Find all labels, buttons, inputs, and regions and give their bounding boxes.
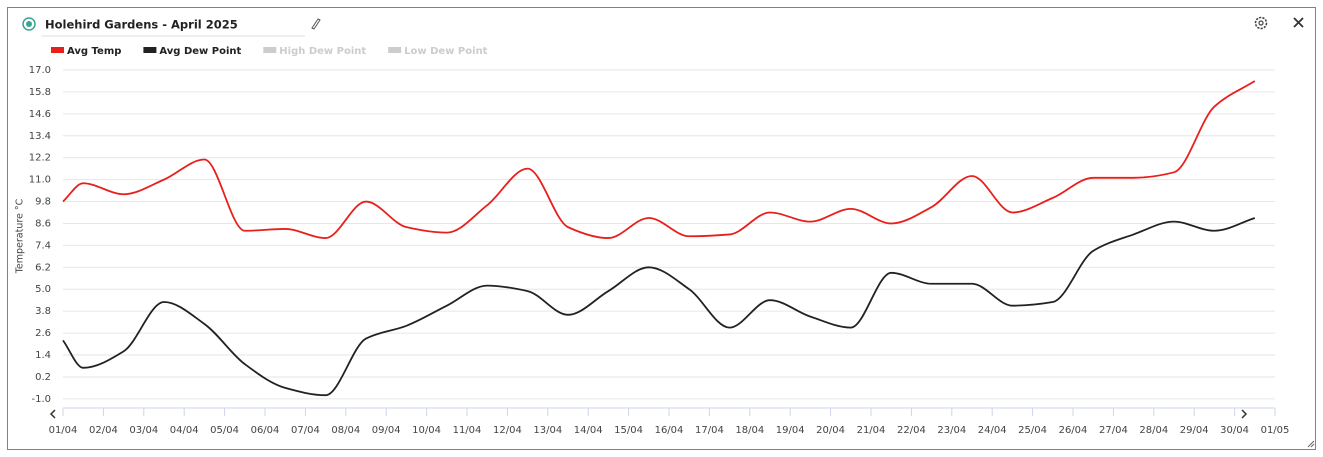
x-tick-label: 29/04 — [1180, 425, 1209, 436]
x-tick-label: 01/05 — [1261, 425, 1290, 436]
x-tick-label: 26/04 — [1059, 425, 1088, 436]
series-line — [62, 217, 1256, 397]
y-tick-label: 0.2 — [35, 372, 51, 383]
settings-icon[interactable] — [1254, 16, 1268, 30]
x-tick-label: 25/04 — [1018, 425, 1047, 436]
x-tick-label: 28/04 — [1139, 425, 1168, 436]
x-tick-label: 13/04 — [533, 425, 562, 436]
y-tick-label: 12.2 — [29, 153, 51, 164]
x-tick-label: 16/04 — [655, 425, 684, 436]
x-tick-label: 15/04 — [614, 425, 643, 436]
legend-label[interactable]: Avg Temp — [67, 46, 121, 57]
x-tick-label: 27/04 — [1099, 425, 1128, 436]
close-icon[interactable] — [1293, 17, 1304, 28]
edit-icon[interactable] — [311, 18, 321, 30]
chart-title[interactable]: Holehird Gardens - April 2025 — [45, 18, 238, 32]
legend-swatch[interactable] — [143, 47, 157, 53]
y-tick-label: 6.2 — [35, 262, 51, 273]
x-tick-label: 08/04 — [331, 425, 360, 436]
y-tick-label: 3.8 — [35, 306, 51, 317]
legend-swatch[interactable] — [388, 47, 402, 53]
x-tick-label: 20/04 — [816, 425, 845, 436]
y-tick-label: 1.4 — [35, 350, 51, 361]
y-axis-label: Temperature °C — [15, 198, 26, 274]
x-tick-label: 22/04 — [897, 425, 926, 436]
x-tick-label: 01/04 — [49, 425, 78, 436]
x-tick-label: 12/04 — [493, 425, 522, 436]
panel-border — [7, 7, 1316, 450]
x-tick-label: 11/04 — [453, 425, 482, 436]
status-icon — [22, 17, 36, 31]
x-tick-label: 03/04 — [129, 425, 158, 436]
y-tick-label: 7.4 — [35, 240, 51, 251]
legend-label[interactable]: High Dew Point — [279, 46, 366, 57]
legend-label[interactable]: Low Dew Point — [404, 46, 488, 57]
scroll-right[interactable] — [1241, 409, 1248, 419]
x-tick-label: 05/04 — [210, 425, 239, 436]
scroll-left[interactable] — [49, 409, 56, 419]
x-tick-label: 07/04 — [291, 425, 320, 436]
legend-swatch[interactable] — [51, 47, 64, 53]
y-tick-label: 8.6 — [35, 218, 51, 229]
y-tick-label: 13.4 — [29, 131, 51, 142]
y-tick-label: -1.0 — [31, 394, 51, 405]
x-tick-label: 18/04 — [735, 425, 764, 436]
x-tick-label: 24/04 — [978, 425, 1007, 436]
resize-handle — [1307, 440, 1315, 448]
x-tick-label: 19/04 — [776, 425, 805, 436]
series-line — [62, 80, 1256, 239]
x-tick-label: 21/04 — [857, 425, 886, 436]
legend-swatch[interactable] — [263, 47, 277, 53]
x-tick-label: 10/04 — [412, 425, 441, 436]
y-tick-label: 11.0 — [29, 175, 51, 186]
y-tick-label: 14.6 — [29, 109, 51, 120]
y-tick-label: 9.8 — [35, 197, 51, 208]
x-tick-label: 09/04 — [372, 425, 401, 436]
y-tick-label: 5.0 — [35, 284, 51, 295]
x-tick-label: 30/04 — [1220, 425, 1249, 436]
x-tick-label: 14/04 — [574, 425, 603, 436]
y-tick-label: 17.0 — [29, 65, 51, 76]
x-tick-label: 06/04 — [251, 425, 280, 436]
y-tick-label: 2.6 — [35, 328, 51, 339]
x-tick-label: 02/04 — [89, 425, 118, 436]
x-tick-label: 23/04 — [937, 425, 966, 436]
y-tick-label: 15.8 — [29, 87, 51, 98]
legend-label[interactable]: Avg Dew Point — [159, 46, 241, 57]
x-tick-label: 17/04 — [695, 425, 724, 436]
x-tick-label: 04/04 — [170, 425, 199, 436]
status-dot — [26, 21, 32, 27]
